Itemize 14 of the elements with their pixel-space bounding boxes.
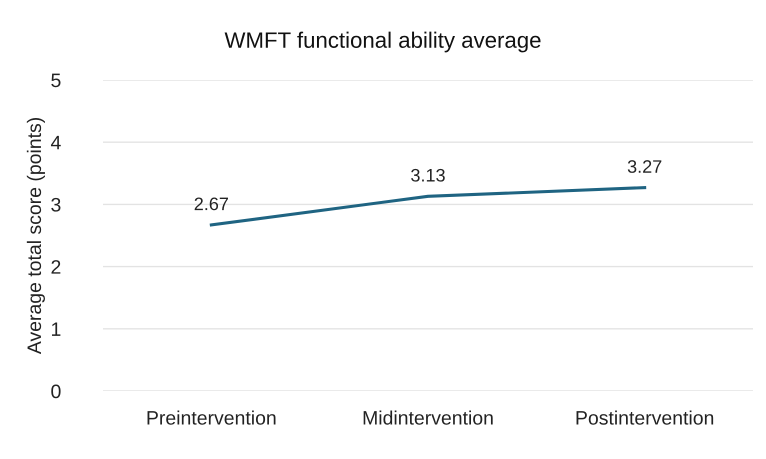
- y-tick-label: 1: [52, 322, 60, 336]
- data-label: 2.67: [194, 197, 228, 210]
- data-label: 3.13: [411, 168, 445, 182]
- y-tick-label: 4: [50, 136, 61, 150]
- y-tick-label: 3: [51, 198, 60, 212]
- y-tick-label: 0: [51, 384, 61, 398]
- x-tick-label: Postintervention: [576, 410, 714, 425]
- chart-title: WMFT functional ability average: [224, 32, 541, 52]
- data-label: 3.27: [628, 160, 662, 173]
- y-tick-label: 5: [51, 74, 61, 88]
- y-axis-title: Average total score (points): [26, 118, 45, 354]
- x-tick-label: Preintervention: [148, 410, 276, 425]
- y-tick-label: 2: [52, 260, 60, 274]
- x-tick-label: Midintervention: [364, 410, 493, 425]
